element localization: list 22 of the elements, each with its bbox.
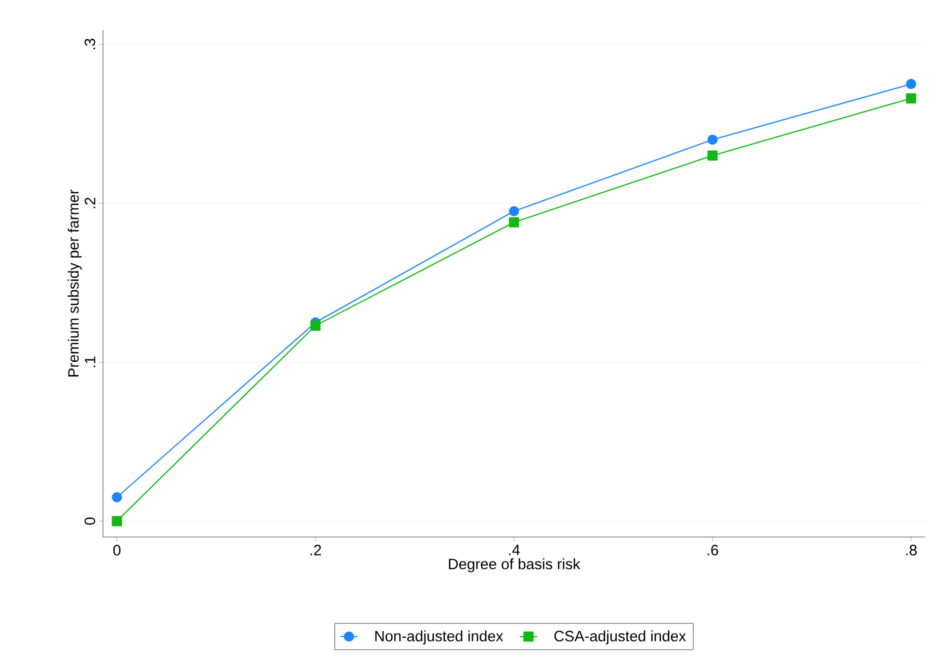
y-tick-label: .2	[84, 198, 96, 208]
x-tick-label: .4	[509, 544, 520, 556]
point	[310, 320, 321, 331]
legend-label: CSA-adjusted index	[554, 630, 686, 644]
point	[707, 134, 718, 145]
x-tick-label: .6	[708, 544, 718, 556]
point	[508, 217, 520, 228]
point	[508, 206, 520, 216]
y-tick-label: .3	[84, 38, 96, 50]
point	[906, 93, 916, 104]
legend-label: Non-adjusted index	[375, 630, 504, 644]
y-tick-label: .1	[84, 356, 96, 368]
point	[906, 78, 916, 90]
x-tick-label: .2	[310, 544, 321, 556]
y-tick-label: 0	[84, 518, 96, 525]
x-tick-label: 0	[113, 544, 120, 556]
x-axis-title: Degree of basis risk	[448, 558, 580, 572]
point	[112, 516, 122, 526]
x-tick-label: .8	[906, 544, 917, 556]
y-axis-title: Premium subsidy per farmer	[68, 190, 82, 376]
point	[707, 150, 718, 161]
point	[112, 492, 122, 502]
